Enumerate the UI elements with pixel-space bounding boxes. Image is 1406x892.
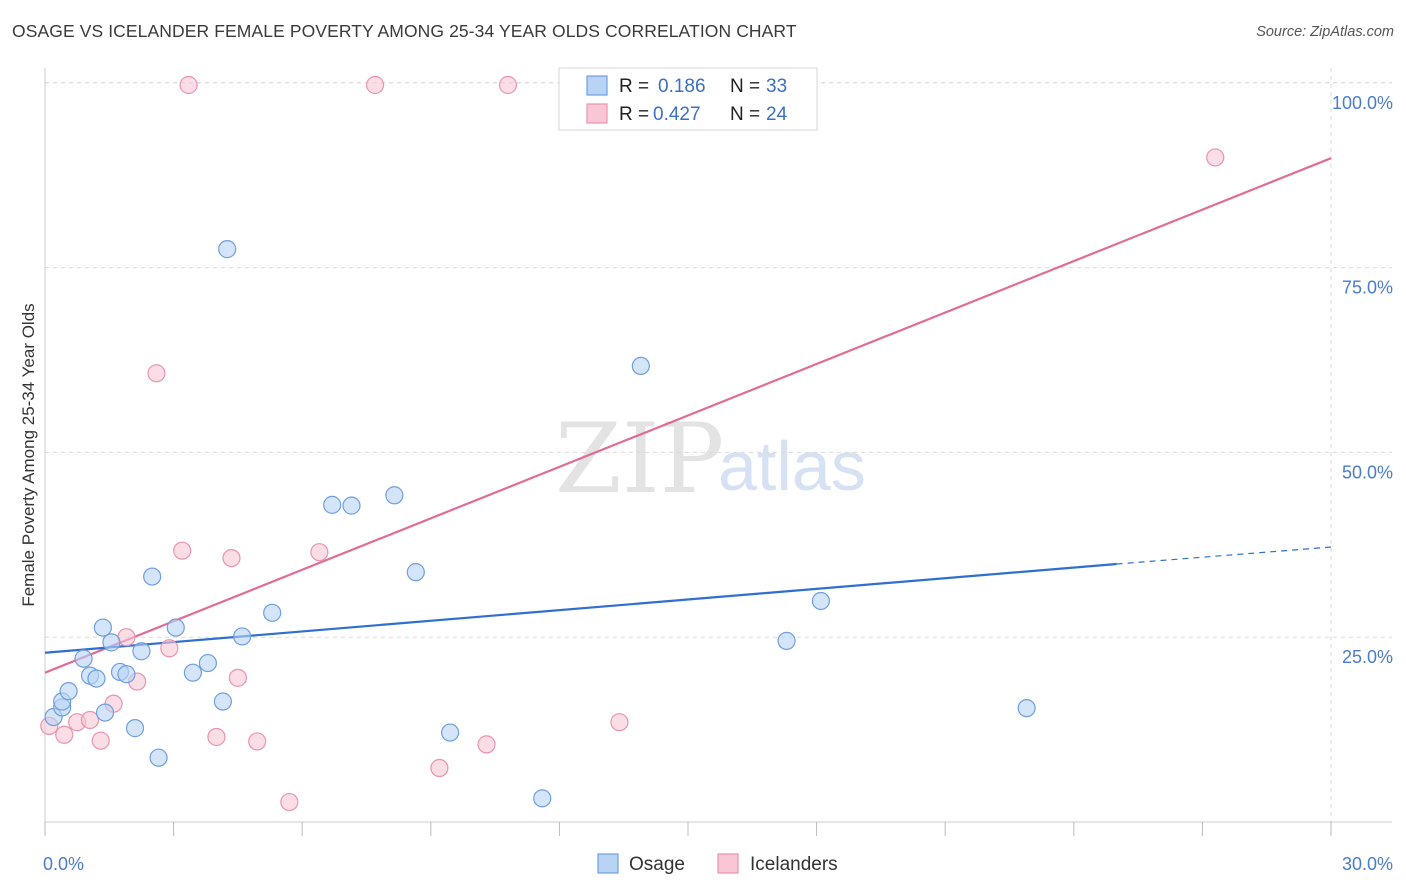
- data-point-osage: [198, 653, 217, 673]
- bottom-legend: Osage Icelanders: [597, 853, 838, 875]
- data-point-icelanders: [228, 668, 247, 687]
- data-point-osage: [183, 663, 202, 682]
- data-point-osage: [533, 789, 552, 808]
- trend-lines: [44, 157, 1332, 674]
- trend-line-icelanders: [44, 157, 1332, 674]
- y-tick-label: 100.0%: [1332, 93, 1393, 113]
- data-point-osage: [385, 486, 404, 505]
- data-point-osage: [166, 618, 185, 637]
- data-point-osage: [440, 723, 460, 742]
- data-point-icelanders: [55, 725, 74, 744]
- x-tick-label: 0.0%: [43, 854, 84, 874]
- trend-line-osage-extension: [1116, 546, 1332, 565]
- trend-line-osage: [44, 562, 1117, 654]
- data-point-osage: [218, 240, 237, 259]
- data-point-icelanders: [80, 710, 100, 730]
- data-point-icelanders: [179, 75, 198, 95]
- data-point-icelanders: [222, 548, 241, 568]
- data-point-osage: [143, 567, 162, 586]
- legend-r-value-icelanders: 0.427: [653, 104, 701, 125]
- legend-n-label-icelanders: N =: [730, 104, 760, 125]
- data-point-osage: [811, 591, 830, 611]
- data-point-osage: [323, 495, 342, 514]
- y-tick-label: 75.0%: [1342, 278, 1393, 298]
- data-points: [40, 75, 1225, 812]
- data-point-osage: [342, 496, 361, 515]
- data-point-osage: [213, 692, 232, 711]
- legend-n-label-osage: N =: [730, 76, 760, 97]
- watermark-zip: ZIP: [555, 403, 724, 515]
- source-label: Source: ZipAtlas.com: [1256, 24, 1394, 40]
- axes: [44, 68, 1392, 823]
- data-point-osage: [1017, 699, 1036, 718]
- legend-n-value-osage: 33: [766, 76, 787, 97]
- legend-r-label-icelanders: R =: [619, 104, 649, 125]
- data-point-osage: [125, 719, 145, 738]
- watermark: ZIP atlas: [555, 403, 866, 515]
- data-point-osage: [777, 631, 796, 650]
- legend-r-value-osage: 0.186: [658, 76, 706, 97]
- data-point-icelanders: [147, 364, 166, 383]
- data-point-osage: [132, 642, 151, 661]
- data-point-icelanders: [248, 732, 267, 751]
- legend-swatch-osage: [586, 75, 608, 96]
- data-point-osage: [149, 748, 168, 767]
- data-point-icelanders: [610, 713, 629, 732]
- watermark-atlas: atlas: [718, 427, 866, 505]
- data-point-osage: [59, 682, 78, 701]
- data-point-icelanders: [498, 75, 518, 95]
- chart-title: OSAGE VS ICELANDER FEMALE POVERTY AMONG …: [12, 21, 797, 41]
- legend-n-value-icelanders: 24: [766, 104, 788, 125]
- data-point-icelanders: [365, 75, 385, 95]
- data-point-icelanders: [280, 792, 299, 812]
- data-point-osage: [406, 563, 425, 582]
- y-tick-label: 50.0%: [1342, 462, 1393, 482]
- data-point-osage: [117, 665, 136, 684]
- data-point-icelanders: [477, 735, 496, 754]
- bottom-legend-label-icelanders: Icelanders: [750, 854, 838, 875]
- data-point-icelanders: [91, 731, 110, 750]
- data-point-osage: [263, 603, 282, 622]
- data-point-osage: [631, 356, 650, 376]
- y-tick-label: 25.0%: [1342, 647, 1393, 667]
- data-point-icelanders: [160, 639, 179, 658]
- data-point-osage: [233, 627, 252, 646]
- legend-swatch-icelanders: [586, 103, 608, 124]
- data-point-osage: [74, 649, 93, 668]
- data-point-osage: [87, 669, 106, 688]
- data-point-icelanders: [1206, 148, 1225, 167]
- x-tick-label: 30.0%: [1342, 854, 1393, 874]
- data-point-osage: [93, 618, 112, 637]
- y-axis-title: Female Poverty Among 25-34 Year Olds: [19, 303, 38, 606]
- bottom-legend-label-osage: Osage: [629, 854, 685, 875]
- bottom-legend-swatch-icelanders: [717, 853, 739, 874]
- data-point-icelanders: [173, 541, 192, 560]
- data-point-icelanders: [430, 758, 449, 778]
- data-point-osage: [102, 633, 121, 652]
- legend-r-label-osage: R =: [619, 76, 649, 97]
- data-point-osage: [95, 703, 115, 722]
- data-point-icelanders: [310, 543, 329, 562]
- bottom-legend-swatch-osage: [597, 853, 619, 874]
- legend-box: R = 0.186 N = 33 R = 0.427 N = 24: [558, 67, 818, 131]
- ticks: 25.0% 50.0% 75.0% 100.0% 0.0% 30.0%: [43, 93, 1393, 874]
- data-point-icelanders: [207, 727, 226, 747]
